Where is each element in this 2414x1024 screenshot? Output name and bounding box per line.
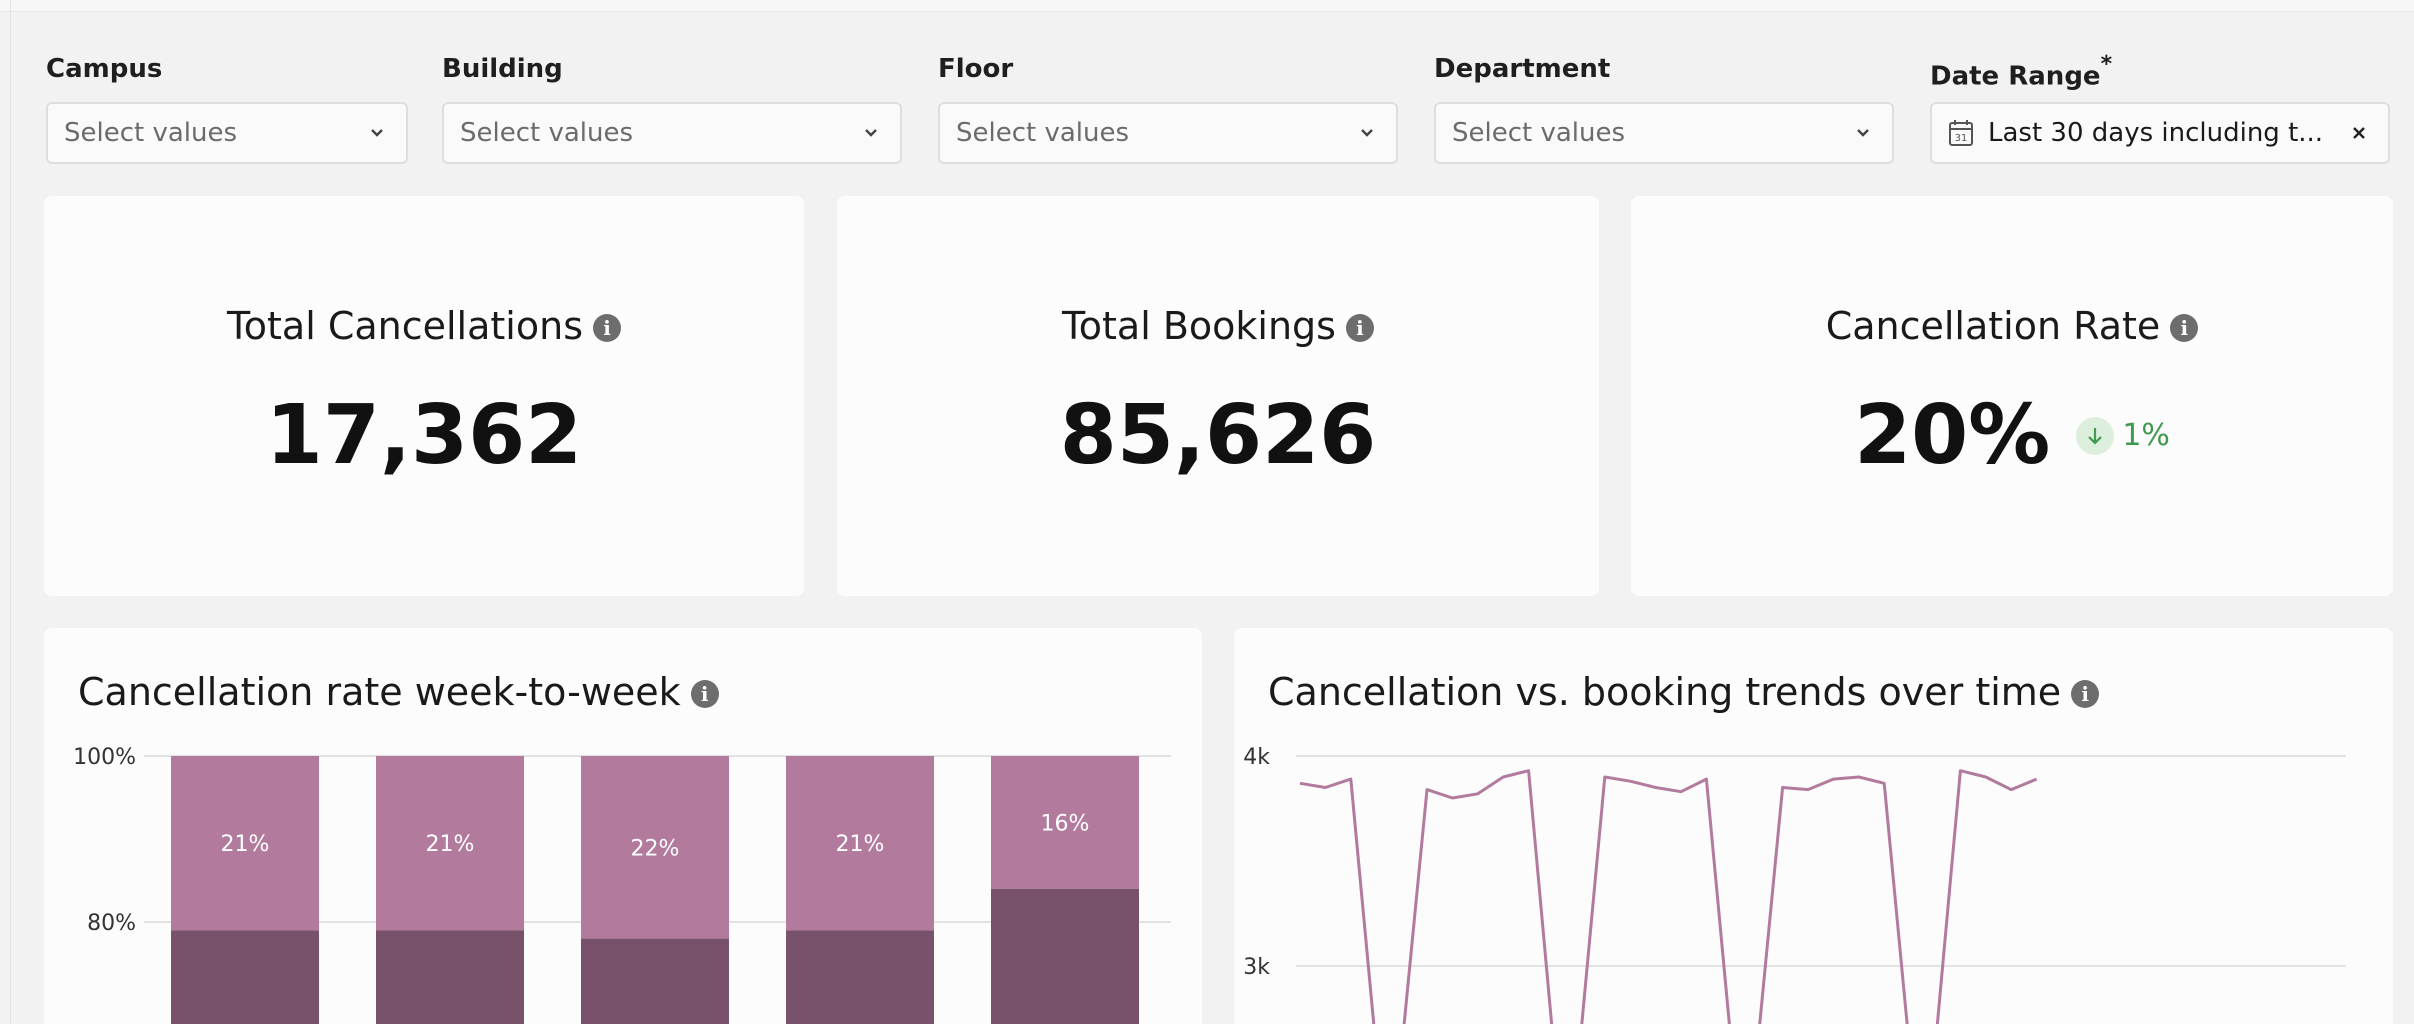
- chevron-down-icon: [860, 122, 882, 144]
- chevron-down-icon: [1852, 122, 1874, 144]
- floor-select[interactable]: Select values: [938, 102, 1398, 164]
- date-range-value: Last 30 days including t...: [1988, 118, 2324, 148]
- weekly-bar-chart: 100% 80% 21% 21% 22% 21% 16%: [73, 745, 1171, 1024]
- series-line: [1299, 769, 2038, 1024]
- kpi-title: Cancellation Rate i: [1631, 304, 2393, 348]
- bar-completed: [991, 888, 1139, 1024]
- kpi-title: Total Bookings i: [837, 304, 1599, 348]
- chart-title: Cancellation vs. booking trends over tim…: [1268, 670, 2100, 714]
- info-icon[interactable]: i: [690, 680, 719, 708]
- info-icon[interactable]: i: [2071, 680, 2100, 708]
- kpi-title-text: Total Cancellations: [227, 304, 583, 348]
- y-tick-label: 80%: [87, 911, 136, 936]
- department-filter: Department Select values: [1434, 50, 1894, 164]
- campus-label: Campus: [46, 54, 163, 84]
- kpi-card-total-bookings: Total Bookings i 85,626: [837, 196, 1599, 596]
- date-range-label-text: Date Range: [1930, 61, 2101, 92]
- chart-title-text: Cancellation vs. booking trends over tim…: [1268, 670, 2062, 714]
- bar-completed: [786, 930, 934, 1024]
- left-edge: [10, 0, 11, 1024]
- floor-label: Floor: [938, 54, 1014, 84]
- department-label: Department: [1434, 54, 1611, 84]
- trends-line-chart: 4k 3k: [1243, 745, 2346, 1024]
- kpi-value: 20%: [1854, 388, 2051, 483]
- bar-completed: [171, 930, 319, 1024]
- calendar-icon: 31: [1948, 119, 1974, 147]
- chevron-down-icon: [1356, 122, 1378, 144]
- campus-filter: Campus Select values: [46, 50, 408, 164]
- arrow-down-icon: [2076, 416, 2115, 455]
- bar-cancelled: [376, 756, 524, 931]
- chart-card-weekly: Cancellation rate week-to-week i 100% 80% 2…: [44, 628, 1202, 1024]
- bar-cancelled: [581, 756, 729, 939]
- campus-select[interactable]: Select values: [46, 102, 408, 164]
- bar-cancelled: [171, 756, 319, 931]
- chart-title: Cancellation rate week-to-week i: [78, 670, 719, 714]
- chart-title-text: Cancellation rate week-to-week: [78, 670, 681, 714]
- building-label: Building: [442, 54, 563, 84]
- y-tick-label: 3k: [1243, 955, 1270, 980]
- chevron-down-icon: [366, 122, 388, 144]
- building-select-placeholder: Select values: [460, 118, 634, 148]
- kpi-card-cancellation-rate: Cancellation Rate i 20% 1%: [1631, 196, 2393, 596]
- kpi-title-text: Cancellation Rate: [1825, 304, 2161, 348]
- date-range-label: Date Range*: [1930, 50, 2113, 92]
- bar-data-label: 21%: [221, 832, 270, 857]
- floor-filter: Floor Select values: [938, 50, 1398, 164]
- kpi-card-total-cancellations: Total Cancellations i 17,362: [44, 196, 804, 596]
- chart-card-trends: Cancellation vs. booking trends over tim…: [1234, 628, 2393, 1024]
- bar-cancelled: [786, 756, 934, 931]
- info-icon[interactable]: i: [1345, 314, 1374, 342]
- bar-data-label: 22%: [631, 836, 680, 861]
- clear-icon[interactable]: [2348, 122, 2370, 144]
- bar-data-label: 21%: [836, 832, 885, 857]
- y-tick-label: 4k: [1243, 745, 1270, 770]
- department-select-placeholder: Select values: [1452, 118, 1626, 148]
- date-range-select[interactable]: 31 Last 30 days including t...: [1930, 102, 2390, 164]
- kpi-value: 85,626: [1059, 388, 1377, 483]
- y-tick-label: 100%: [73, 745, 136, 770]
- info-icon[interactable]: i: [2170, 314, 2199, 342]
- kpi-title: Total Cancellations i: [44, 304, 804, 348]
- building-filter: Building Select values: [442, 50, 902, 164]
- top-edge: [0, 0, 2414, 12]
- campus-select-placeholder: Select values: [64, 118, 238, 148]
- kpi-value-row: 20% 1%: [1631, 388, 2393, 483]
- delta-value: 1%: [2122, 418, 2170, 453]
- bar-data-label: 21%: [426, 832, 475, 857]
- department-select[interactable]: Select values: [1434, 102, 1894, 164]
- bar-cancelled: [991, 756, 1139, 889]
- bar-data-label: 16%: [1041, 811, 1090, 836]
- kpi-value: 17,362: [265, 388, 583, 483]
- calendar-day: 31: [1955, 133, 1968, 144]
- building-select[interactable]: Select values: [442, 102, 902, 164]
- floor-select-placeholder: Select values: [956, 118, 1130, 148]
- bar-completed: [376, 930, 524, 1024]
- required-mark: *: [2100, 52, 2113, 77]
- date-range-filter: Date Range* 31 Last 30 days including t.…: [1930, 50, 2390, 164]
- delta-badge: 1%: [2076, 416, 2170, 455]
- info-icon[interactable]: i: [593, 314, 621, 342]
- kpi-title-text: Total Bookings: [1062, 304, 1336, 348]
- bar-completed: [581, 938, 729, 1024]
